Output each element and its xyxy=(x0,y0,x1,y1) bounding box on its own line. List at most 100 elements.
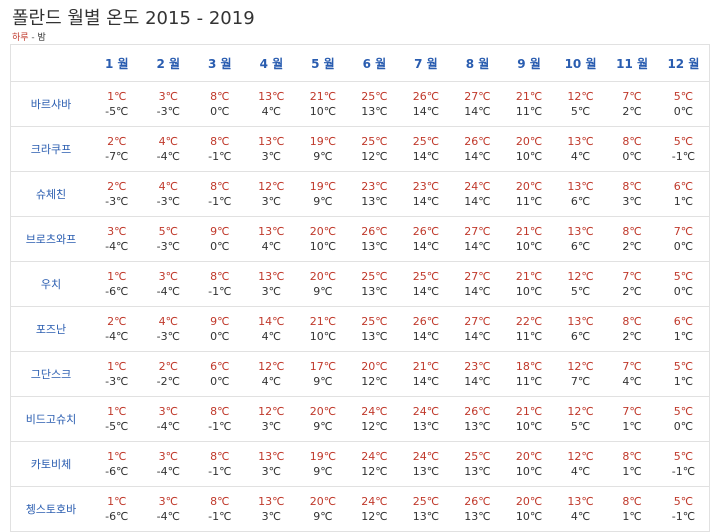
day-temperature: 27℃ xyxy=(464,315,491,328)
city-link[interactable]: 크라쿠프 xyxy=(10,126,91,172)
night-temperature: -1℃ xyxy=(208,465,232,478)
temperature-cell: 13℃ 4℃ xyxy=(554,486,607,532)
temperature-cell: 18℃ 11℃ xyxy=(503,351,555,397)
night-temperature: 0℃ xyxy=(210,240,230,253)
night-temperature: -4℃ xyxy=(156,465,180,478)
city-link[interactable]: 슈체친 xyxy=(10,171,91,217)
city-link[interactable]: 포즈난 xyxy=(10,306,91,352)
city-link[interactable]: 카토비체 xyxy=(10,441,91,487)
night-temperature: -4℃ xyxy=(105,330,129,343)
city-link[interactable]: 우치 xyxy=(10,261,91,307)
month-header: 10 월 xyxy=(554,44,607,82)
day-temperature: 24℃ xyxy=(412,405,440,418)
night-temperature: 2℃ xyxy=(622,105,642,118)
temperature-cell: 12℃ 5℃ xyxy=(554,261,607,307)
day-temperature: 14℃ xyxy=(258,315,285,328)
day-temperature: 20℃ xyxy=(515,135,543,148)
temperature-cell: 12℃ 7℃ xyxy=(554,351,607,397)
night-temperature: 3℃ xyxy=(622,195,642,208)
legend: 하루 - 밤 xyxy=(12,30,46,43)
day-temperature: 1℃ xyxy=(107,405,127,418)
day-temperature: 8℃ xyxy=(622,180,642,193)
night-temperature: 11℃ xyxy=(515,195,543,208)
day-temperature: 21℃ xyxy=(515,270,543,283)
night-temperature: 12℃ xyxy=(361,420,388,433)
night-temperature: 14℃ xyxy=(412,285,440,298)
day-temperature: 25℃ xyxy=(361,315,388,328)
temperature-cell: 20℃ 10℃ xyxy=(503,441,555,487)
temperature-cell: 3℃ -4℃ xyxy=(91,216,143,262)
night-temperature: 5℃ xyxy=(570,285,591,298)
city-link[interactable]: 쳉스토호바 xyxy=(10,486,91,532)
night-temperature: 13℃ xyxy=(361,285,388,298)
day-temperature: 7℃ xyxy=(673,225,694,238)
day-temperature: 26℃ xyxy=(412,315,440,328)
city-link[interactable]: 바르샤바 xyxy=(10,81,91,127)
temperature-cell: 24℃ 12℃ xyxy=(348,486,401,532)
night-temperature: -6℃ xyxy=(105,510,129,523)
day-temperature: 8℃ xyxy=(210,270,230,283)
day-temperature: 7℃ xyxy=(622,90,642,103)
night-temperature: 0℃ xyxy=(622,150,642,163)
day-temperature: 4℃ xyxy=(158,315,178,328)
day-temperature: 13℃ xyxy=(567,135,594,148)
day-temperature: 20℃ xyxy=(309,495,337,508)
night-temperature: -1℃ xyxy=(208,420,232,433)
city-link[interactable]: 브로츠와프 xyxy=(10,216,91,262)
city-link[interactable]: 그단스크 xyxy=(10,351,91,397)
night-temperature: 10℃ xyxy=(309,330,337,343)
day-temperature: 2℃ xyxy=(107,135,127,148)
night-temperature: 14℃ xyxy=(412,150,440,163)
day-temperature: 24℃ xyxy=(361,405,388,418)
table-row: 카토비체 1℃ -6℃ 3℃ -4℃ 8℃ -1℃ 13℃ 3℃ 19℃ 9℃ 24℃ 12℃ 24℃ 13… xyxy=(10,441,710,487)
night-temperature: 13℃ xyxy=(361,330,388,343)
day-temperature: 12℃ xyxy=(567,90,594,103)
day-temperature: 1℃ xyxy=(107,360,127,373)
temperature-cell: 7℃ 0℃ xyxy=(657,216,710,262)
temperature-cell: 25℃ 12℃ xyxy=(348,126,401,172)
table-row: 브로츠와프 3℃ -4℃ 5℃ -3℃ 9℃ 0℃ 13℃ 4℃ 20℃ 10℃ 26℃ 13℃ 26℃ 1… xyxy=(10,216,710,262)
day-temperature: 12℃ xyxy=(567,450,594,463)
night-temperature: 9℃ xyxy=(313,420,333,433)
temperature-cell: 20℃ 11℃ xyxy=(503,171,555,217)
temperature-cell: 2℃ -3℃ xyxy=(91,171,143,217)
night-temperature: 12℃ xyxy=(361,510,388,523)
night-temperature: 9℃ xyxy=(313,465,333,478)
night-temperature: 14℃ xyxy=(412,330,440,343)
day-temperature: 18℃ xyxy=(515,360,543,373)
night-temperature: 11℃ xyxy=(515,375,543,388)
temperature-cell: 2℃ -4℃ xyxy=(91,306,143,352)
day-temperature: 8℃ xyxy=(622,450,642,463)
month-header: 3 월 xyxy=(194,44,246,82)
day-temperature: 12℃ xyxy=(258,405,285,418)
temperature-cell: 25℃ 13℃ xyxy=(451,441,504,487)
month-header: 8 월 xyxy=(451,44,504,82)
day-temperature: 8℃ xyxy=(210,135,230,148)
temperature-cell: 13℃ 6℃ xyxy=(554,216,607,262)
day-temperature: 13℃ xyxy=(258,270,285,283)
night-temperature: 9℃ xyxy=(313,510,333,523)
day-temperature: 8℃ xyxy=(210,180,230,193)
night-temperature: 7℃ xyxy=(570,375,591,388)
night-temperature: 10℃ xyxy=(309,105,337,118)
temperature-cell: 4℃ -4℃ xyxy=(142,126,195,172)
day-temperature: 26℃ xyxy=(464,495,491,508)
day-temperature: 21℃ xyxy=(515,405,543,418)
night-temperature: 6℃ xyxy=(570,240,591,253)
city-link[interactable]: 비드고슈치 xyxy=(10,396,91,442)
temperature-cell: 25℃ 13℃ xyxy=(348,306,401,352)
day-temperature: 3℃ xyxy=(107,225,127,238)
temperature-cell: 13℃ 4℃ xyxy=(554,126,607,172)
night-temperature: 0℃ xyxy=(673,240,694,253)
temperature-cell: 26℃ 14℃ xyxy=(451,126,504,172)
day-temperature: 13℃ xyxy=(258,225,285,238)
day-temperature: 8℃ xyxy=(210,90,230,103)
day-temperature: 12℃ xyxy=(567,360,594,373)
night-temperature: 0℃ xyxy=(210,330,230,343)
table-row: 쳉스토호바 1℃ -6℃ 3℃ -4℃ 8℃ -1℃ 13℃ 3℃ 20℃ 9℃ 24℃ 12℃ 25℃ 1… xyxy=(10,486,710,532)
temperature-cell: 13℃ 3℃ xyxy=(245,486,298,532)
temperature-cell: 26℃ 13℃ xyxy=(451,396,504,442)
night-temperature: 2℃ xyxy=(622,330,642,343)
day-temperature: 21℃ xyxy=(515,90,543,103)
